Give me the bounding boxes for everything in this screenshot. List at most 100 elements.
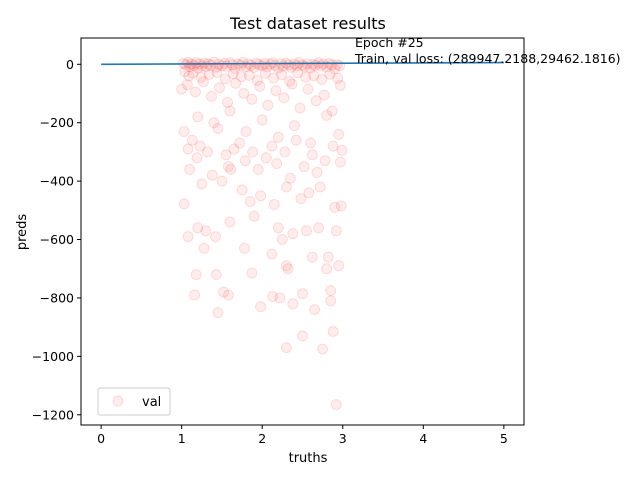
x-tick-label: 2 bbox=[258, 431, 266, 446]
data-point bbox=[286, 78, 298, 90]
data-point bbox=[302, 83, 314, 95]
data-point bbox=[239, 242, 250, 254]
data-point bbox=[187, 67, 199, 79]
data-point bbox=[308, 70, 320, 82]
data-point bbox=[210, 269, 222, 281]
y-axis-label: preds bbox=[15, 214, 30, 251]
data-point bbox=[321, 61, 333, 73]
annotation-epoch: Epoch #25 bbox=[355, 35, 424, 50]
data-point bbox=[259, 67, 271, 79]
data-point bbox=[197, 76, 209, 88]
data-point bbox=[196, 178, 208, 190]
data-point bbox=[239, 155, 251, 167]
data-point bbox=[321, 109, 333, 121]
data-point bbox=[180, 59, 192, 71]
data-point bbox=[324, 68, 336, 80]
data-point bbox=[208, 56, 220, 68]
data-point bbox=[194, 140, 206, 152]
data-point bbox=[183, 70, 195, 82]
data-point bbox=[290, 134, 302, 146]
data-point bbox=[330, 225, 342, 237]
data-point bbox=[330, 399, 342, 411]
data-point bbox=[306, 149, 318, 161]
data-point bbox=[287, 228, 299, 240]
data-point bbox=[208, 117, 220, 129]
data-point bbox=[316, 74, 328, 85]
data-point bbox=[335, 200, 347, 212]
data-point bbox=[303, 187, 315, 199]
data-point bbox=[314, 181, 326, 193]
data-point bbox=[211, 67, 223, 78]
y-tick-label: −400 bbox=[40, 174, 74, 189]
data-point bbox=[298, 161, 310, 172]
legend: val bbox=[97, 387, 171, 416]
data-point bbox=[230, 77, 242, 89]
data-point bbox=[240, 126, 252, 137]
data-point bbox=[214, 82, 225, 94]
data-point bbox=[212, 307, 224, 319]
x-tick-label: 3 bbox=[339, 431, 347, 446]
data-point bbox=[206, 169, 218, 181]
data-point bbox=[295, 193, 307, 205]
data-point bbox=[195, 71, 207, 83]
data-point bbox=[182, 231, 194, 243]
data-point bbox=[271, 158, 283, 170]
fit-line bbox=[101, 61, 504, 66]
x-tick-label: 5 bbox=[500, 431, 508, 446]
data-point bbox=[292, 67, 304, 79]
data-point bbox=[238, 88, 250, 99]
x-tick-label: 0 bbox=[97, 431, 105, 446]
data-point bbox=[244, 196, 256, 208]
data-point bbox=[313, 222, 325, 234]
data-point bbox=[260, 152, 272, 164]
data-point bbox=[219, 73, 231, 85]
data-point bbox=[280, 260, 292, 272]
data-point bbox=[192, 62, 204, 74]
data-point bbox=[236, 184, 248, 196]
data-point bbox=[321, 263, 333, 275]
data-point bbox=[224, 105, 236, 117]
data-point bbox=[222, 161, 234, 172]
data-point bbox=[280, 181, 292, 193]
data-point bbox=[262, 99, 274, 111]
data-point bbox=[247, 146, 259, 158]
data-point bbox=[297, 288, 308, 300]
data-point bbox=[188, 60, 200, 71]
data-point bbox=[261, 61, 273, 73]
data-point bbox=[267, 291, 279, 302]
data-point bbox=[235, 71, 247, 83]
data-point bbox=[268, 199, 280, 210]
legend-box bbox=[97, 387, 171, 416]
data-point bbox=[255, 190, 267, 202]
data-point bbox=[326, 59, 337, 71]
data-point bbox=[276, 234, 288, 245]
x-axis: 0 1 2 3 4 5 bbox=[97, 425, 508, 446]
data-point bbox=[191, 152, 203, 164]
axes-frame bbox=[80, 37, 525, 426]
data-point bbox=[309, 304, 321, 316]
data-point bbox=[300, 71, 312, 83]
y-tick-label: 0 bbox=[66, 57, 74, 72]
plot-area bbox=[101, 56, 504, 411]
data-point bbox=[218, 286, 230, 298]
data-point bbox=[333, 128, 345, 140]
data-point bbox=[278, 92, 290, 104]
data-point bbox=[228, 143, 240, 155]
data-point bbox=[334, 60, 346, 72]
data-point bbox=[283, 59, 295, 71]
data-point bbox=[198, 242, 210, 254]
data-point bbox=[301, 225, 312, 237]
data-point bbox=[282, 263, 294, 275]
data-point bbox=[234, 137, 246, 149]
data-point bbox=[322, 251, 334, 263]
data-point bbox=[248, 210, 260, 222]
data-point bbox=[255, 301, 267, 313]
data-point bbox=[317, 343, 329, 355]
data-point bbox=[190, 57, 202, 69]
data-point bbox=[285, 61, 297, 73]
y-tick-label: −1000 bbox=[32, 349, 74, 364]
data-point bbox=[182, 143, 194, 155]
data-point bbox=[266, 248, 278, 260]
